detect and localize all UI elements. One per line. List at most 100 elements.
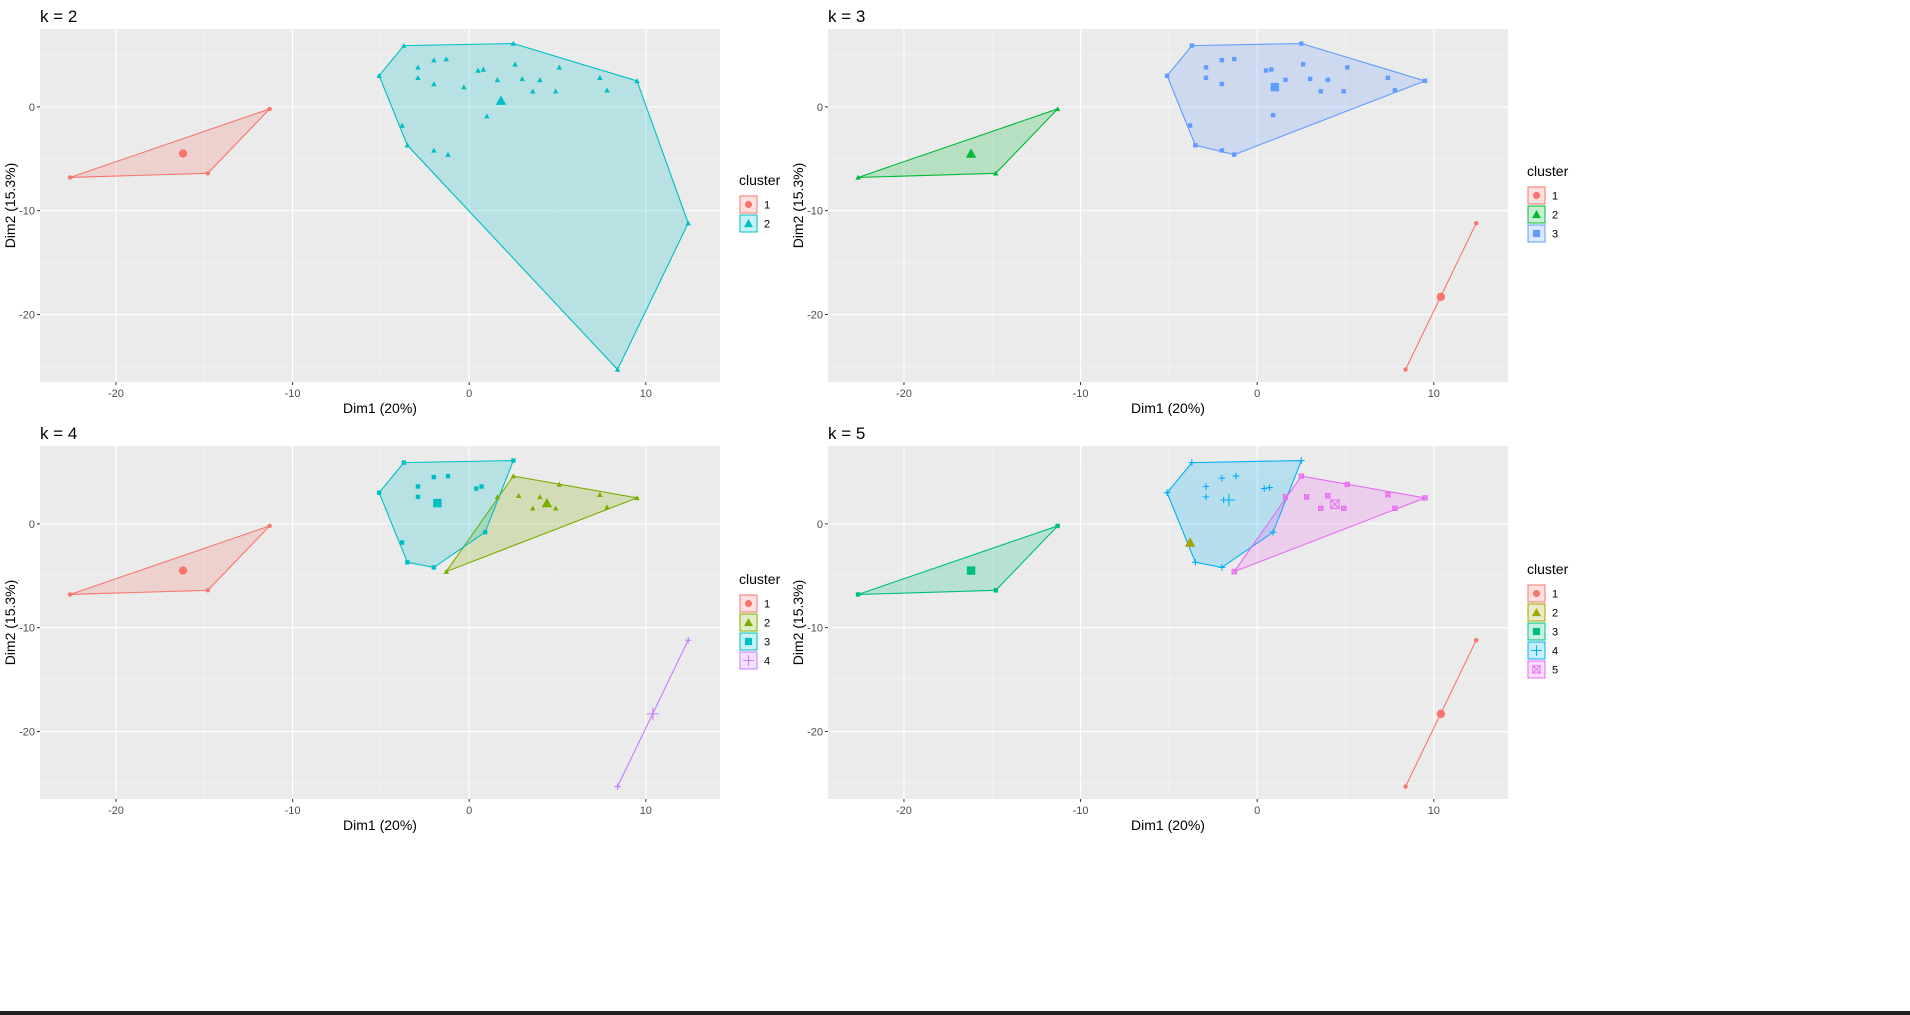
- y-axis-label: Dim2 (15.3%): [790, 163, 806, 249]
- data-point-cluster-4: [1192, 558, 1199, 566]
- y-tick-label: 0: [817, 102, 823, 114]
- data-point-cluster-3: [1203, 65, 1209, 70]
- cluster-hull-5: [1232, 475, 1428, 573]
- legend-label-1: 1: [764, 599, 770, 611]
- x-tick-label: 10: [640, 388, 652, 400]
- legend-marker-2: [1532, 608, 1541, 617]
- data-point-cluster-2: [597, 75, 603, 80]
- y-tick-label: 0: [29, 519, 35, 531]
- legend-label-3: 3: [1552, 627, 1558, 639]
- data-point-cluster-1: [205, 588, 210, 593]
- data-point-cluster-4: [1188, 459, 1196, 466]
- x-tick-label: 10: [640, 805, 652, 817]
- cluster-hull-2: [857, 108, 1059, 179]
- data-point-cluster-3: [1219, 81, 1225, 87]
- data-point-cluster-3: [1345, 65, 1350, 70]
- legend-label-3: 3: [1552, 229, 1558, 241]
- centroid-cluster-2: [541, 497, 553, 508]
- x-axis-label: Dim1 (20%): [343, 817, 417, 833]
- data-point-cluster-5: [1385, 492, 1391, 498]
- data-point-cluster-2: [634, 495, 640, 501]
- data-point-cluster-3: [1392, 88, 1398, 93]
- data-point-cluster-5: [1298, 473, 1305, 479]
- data-point-cluster-2: [461, 84, 467, 90]
- data-point-cluster-3: [474, 486, 479, 491]
- legend-label-5: 5: [1552, 665, 1558, 677]
- data-point-cluster-3: [415, 494, 421, 500]
- legend-marker-4: [743, 655, 754, 666]
- legend-marker-1: [1532, 191, 1541, 200]
- centroid-cluster-2: [965, 148, 977, 158]
- panel-title: k = 3: [828, 7, 865, 26]
- data-point-cluster-4: [1260, 485, 1268, 492]
- x-tick-label: -10: [1073, 805, 1089, 817]
- data-point-cluster-3: [1203, 75, 1209, 80]
- data-point-cluster-2: [399, 122, 405, 128]
- legend-marker-1: [744, 200, 753, 209]
- legend-label-2: 2: [764, 618, 770, 630]
- data-point-cluster-4: [1202, 483, 1210, 490]
- data-point-cluster-3: [445, 473, 451, 479]
- y-tick-label: -20: [19, 310, 35, 322]
- data-point-cluster-2: [597, 492, 603, 497]
- plot-background: [40, 446, 720, 799]
- data-point-cluster-2: [484, 113, 490, 119]
- data-point-cluster-3: [1219, 57, 1225, 63]
- plot-background: [828, 29, 1508, 382]
- data-point-cluster-5: [1318, 505, 1324, 511]
- data-point-cluster-4: [1218, 564, 1226, 571]
- y-axis-label: Dim2 (15.3%): [2, 580, 18, 666]
- data-point-cluster-3: [1164, 73, 1170, 78]
- data-point-cluster-5: [1344, 481, 1350, 488]
- data-point-cluster-1: [1474, 637, 1479, 643]
- data-point-cluster-2: [415, 64, 421, 70]
- data-point-cluster-1: [205, 171, 210, 176]
- data-point-cluster-3: [1269, 67, 1274, 72]
- data-point-cluster-2: [431, 147, 437, 153]
- data-point-cluster-5: [1325, 493, 1331, 499]
- x-tick-label: -10: [285, 388, 301, 400]
- y-tick-label: 0: [29, 102, 35, 114]
- centroid-cluster-2: [1184, 537, 1196, 547]
- x-tick-label: -20: [108, 388, 124, 400]
- y-tick-label: -10: [19, 623, 35, 635]
- data-point-cluster-3: [479, 484, 484, 489]
- x-axis-label: Dim1 (20%): [343, 400, 417, 416]
- legend-label-4: 4: [764, 656, 770, 668]
- x-tick-label: 0: [466, 805, 472, 817]
- data-point-cluster-3: [1187, 123, 1193, 128]
- data-point-cluster-1: [67, 592, 73, 597]
- data-point-cluster-1: [267, 106, 272, 112]
- data-point-cluster-3: [401, 460, 407, 465]
- data-point-cluster-2: [556, 64, 563, 70]
- legend-label-1: 1: [764, 200, 770, 212]
- plot-background: [828, 446, 1508, 799]
- y-tick-label: 0: [817, 519, 823, 531]
- data-point-cluster-1: [67, 175, 73, 180]
- centroid-cluster-4: [1222, 493, 1236, 507]
- data-point-cluster-2: [376, 72, 382, 78]
- data-point-cluster-2: [552, 88, 559, 94]
- data-point-cluster-2: [552, 505, 559, 511]
- data-point-cluster-3: [1341, 89, 1346, 94]
- data-point-cluster-3: [855, 592, 861, 597]
- bottom-edge-bar: [0, 1011, 1910, 1015]
- data-point-cluster-3: [1318, 89, 1323, 94]
- data-point-cluster-2: [415, 75, 421, 80]
- y-tick-label: -20: [807, 727, 823, 739]
- data-point-cluster-2: [480, 66, 487, 72]
- data-point-cluster-3: [993, 588, 998, 593]
- data-point-cluster-2: [445, 151, 451, 157]
- data-point-cluster-3: [1385, 75, 1391, 80]
- centroid-cluster-1: [178, 149, 188, 158]
- centroid-cluster-1: [1436, 292, 1446, 302]
- data-point-cluster-5: [1341, 505, 1347, 511]
- data-point-cluster-3: [431, 565, 437, 570]
- data-point-cluster-3: [399, 540, 405, 545]
- data-layer: [67, 458, 692, 790]
- data-point-cluster-2: [614, 366, 621, 372]
- cluster-hull-1: [69, 108, 271, 179]
- data-point-cluster-3: [1300, 62, 1306, 67]
- legend-title: cluster: [739, 571, 781, 587]
